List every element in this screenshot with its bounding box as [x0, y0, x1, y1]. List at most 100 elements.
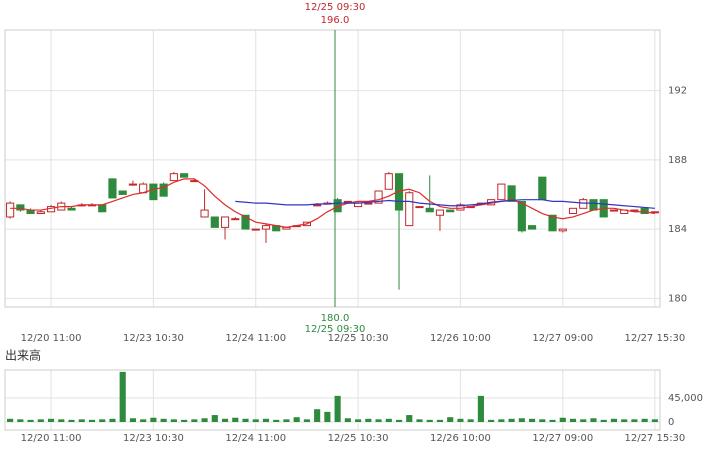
- volume-bar: [273, 419, 280, 422]
- candle-body: [435, 209, 445, 216]
- candle-body: [640, 207, 649, 215]
- x-tick-label: 12/20 11:00: [21, 433, 82, 444]
- candle-body: [446, 209, 455, 213]
- volume-bar: [99, 419, 106, 422]
- volume-bar: [211, 415, 218, 422]
- volume-bar: [324, 411, 331, 422]
- volume-bar: [334, 395, 341, 422]
- volume-bar: [600, 419, 607, 422]
- candle-body: [159, 183, 168, 197]
- volume-bar: [242, 418, 249, 422]
- candle-body: [200, 209, 209, 218]
- volume-bar: [191, 419, 198, 422]
- volume-bar: [293, 417, 300, 422]
- x-tick-label: 12/25 10:30: [328, 333, 389, 344]
- candle-body: [220, 216, 230, 228]
- y-tick-label: 0: [668, 417, 674, 428]
- candle-body: [405, 192, 414, 227]
- volume-bar: [344, 418, 351, 422]
- candle-body: [497, 183, 506, 201]
- x-tick-label: 12/25 10:30: [328, 433, 389, 444]
- volume-bar: [651, 419, 658, 422]
- volume-bar: [109, 418, 116, 422]
- volume-bar: [181, 419, 188, 422]
- volume-bar: [355, 419, 362, 422]
- volume-bar: [88, 419, 96, 422]
- candle-body: [425, 207, 434, 213]
- volume-bar: [262, 418, 270, 422]
- x-tick-label: 12/26 10:00: [430, 433, 491, 444]
- volume-bar: [385, 418, 392, 422]
- x-tick-label: 12/24 11:00: [225, 333, 286, 344]
- volume-bar: [559, 417, 566, 422]
- candle-body: [149, 183, 158, 201]
- volume-bar: [395, 419, 403, 422]
- candle-body: [67, 207, 76, 211]
- volume-bar: [641, 418, 648, 422]
- volume-bar: [283, 419, 290, 422]
- volume-bar: [549, 419, 556, 422]
- volume-bar: [129, 418, 136, 422]
- y-tick-label: 192: [668, 86, 687, 97]
- candle-body: [128, 183, 138, 186]
- volume-bar: [27, 419, 34, 422]
- volume-bar: [518, 418, 525, 422]
- volume-bar: [201, 418, 208, 422]
- candle-body: [210, 216, 219, 228]
- crosshair-top-date: 12/25 09:30: [305, 2, 366, 13]
- x-tick-label: 12/27 09:00: [532, 433, 593, 444]
- volume-bar: [477, 395, 484, 422]
- volume-bar: [529, 418, 536, 422]
- x-tick-label: 12/27 09:00: [532, 333, 593, 344]
- moving-average-line: [10, 178, 655, 228]
- volume-bar: [314, 409, 321, 422]
- y-tick-label: 45,000: [668, 393, 703, 404]
- volume-bar: [37, 419, 44, 422]
- candle-body: [374, 190, 383, 204]
- candle-body: [261, 225, 271, 230]
- candle-body: [343, 200, 352, 203]
- x-tick-label: 12/24 11:00: [225, 433, 286, 444]
- volume-bar: [119, 371, 126, 422]
- volume-bar: [58, 419, 65, 422]
- volume-bar: [539, 419, 546, 422]
- candle-body: [180, 173, 189, 178]
- x-tick-label: 12/23 10:30: [123, 333, 184, 344]
- volume-bar: [375, 419, 382, 422]
- candle-body: [630, 209, 639, 212]
- volume-bar: [252, 419, 259, 422]
- volume-bar: [498, 419, 505, 422]
- volume-bar: [365, 418, 372, 422]
- candle-body: [507, 185, 516, 202]
- y-tick-label: 188: [668, 155, 687, 166]
- candle-body: [36, 211, 45, 215]
- volume-bar: [580, 419, 587, 422]
- x-tick-label: 12/27 15:30: [624, 433, 685, 444]
- volume-bar: [488, 419, 495, 422]
- volume-bar: [467, 419, 474, 422]
- candle-body: [384, 173, 393, 190]
- volume-bar: [426, 419, 433, 422]
- candle-body: [364, 202, 373, 205]
- volume-bar: [436, 419, 444, 422]
- candle-body: [118, 190, 127, 195]
- volume-bar: [631, 419, 638, 422]
- moving-average-line: [235, 199, 655, 209]
- y-tick-label: 180: [668, 293, 687, 304]
- volume-bar: [610, 418, 618, 422]
- volume-bar: [170, 419, 177, 422]
- volume-frame: [4, 369, 661, 431]
- candle-body: [589, 199, 598, 211]
- candle-body: [169, 173, 178, 182]
- volume-bar: [140, 419, 147, 422]
- x-tick-label: 12/26 10:00: [430, 333, 491, 344]
- candle-body: [98, 204, 107, 213]
- volume-bar: [150, 417, 157, 422]
- candle-body: [415, 206, 424, 209]
- candle-body: [548, 214, 557, 232]
- candle-body: [241, 214, 250, 230]
- candle-body: [538, 176, 547, 201]
- volume-bar: [303, 419, 310, 422]
- volume-bar: [457, 418, 464, 422]
- volume-bar: [160, 418, 167, 422]
